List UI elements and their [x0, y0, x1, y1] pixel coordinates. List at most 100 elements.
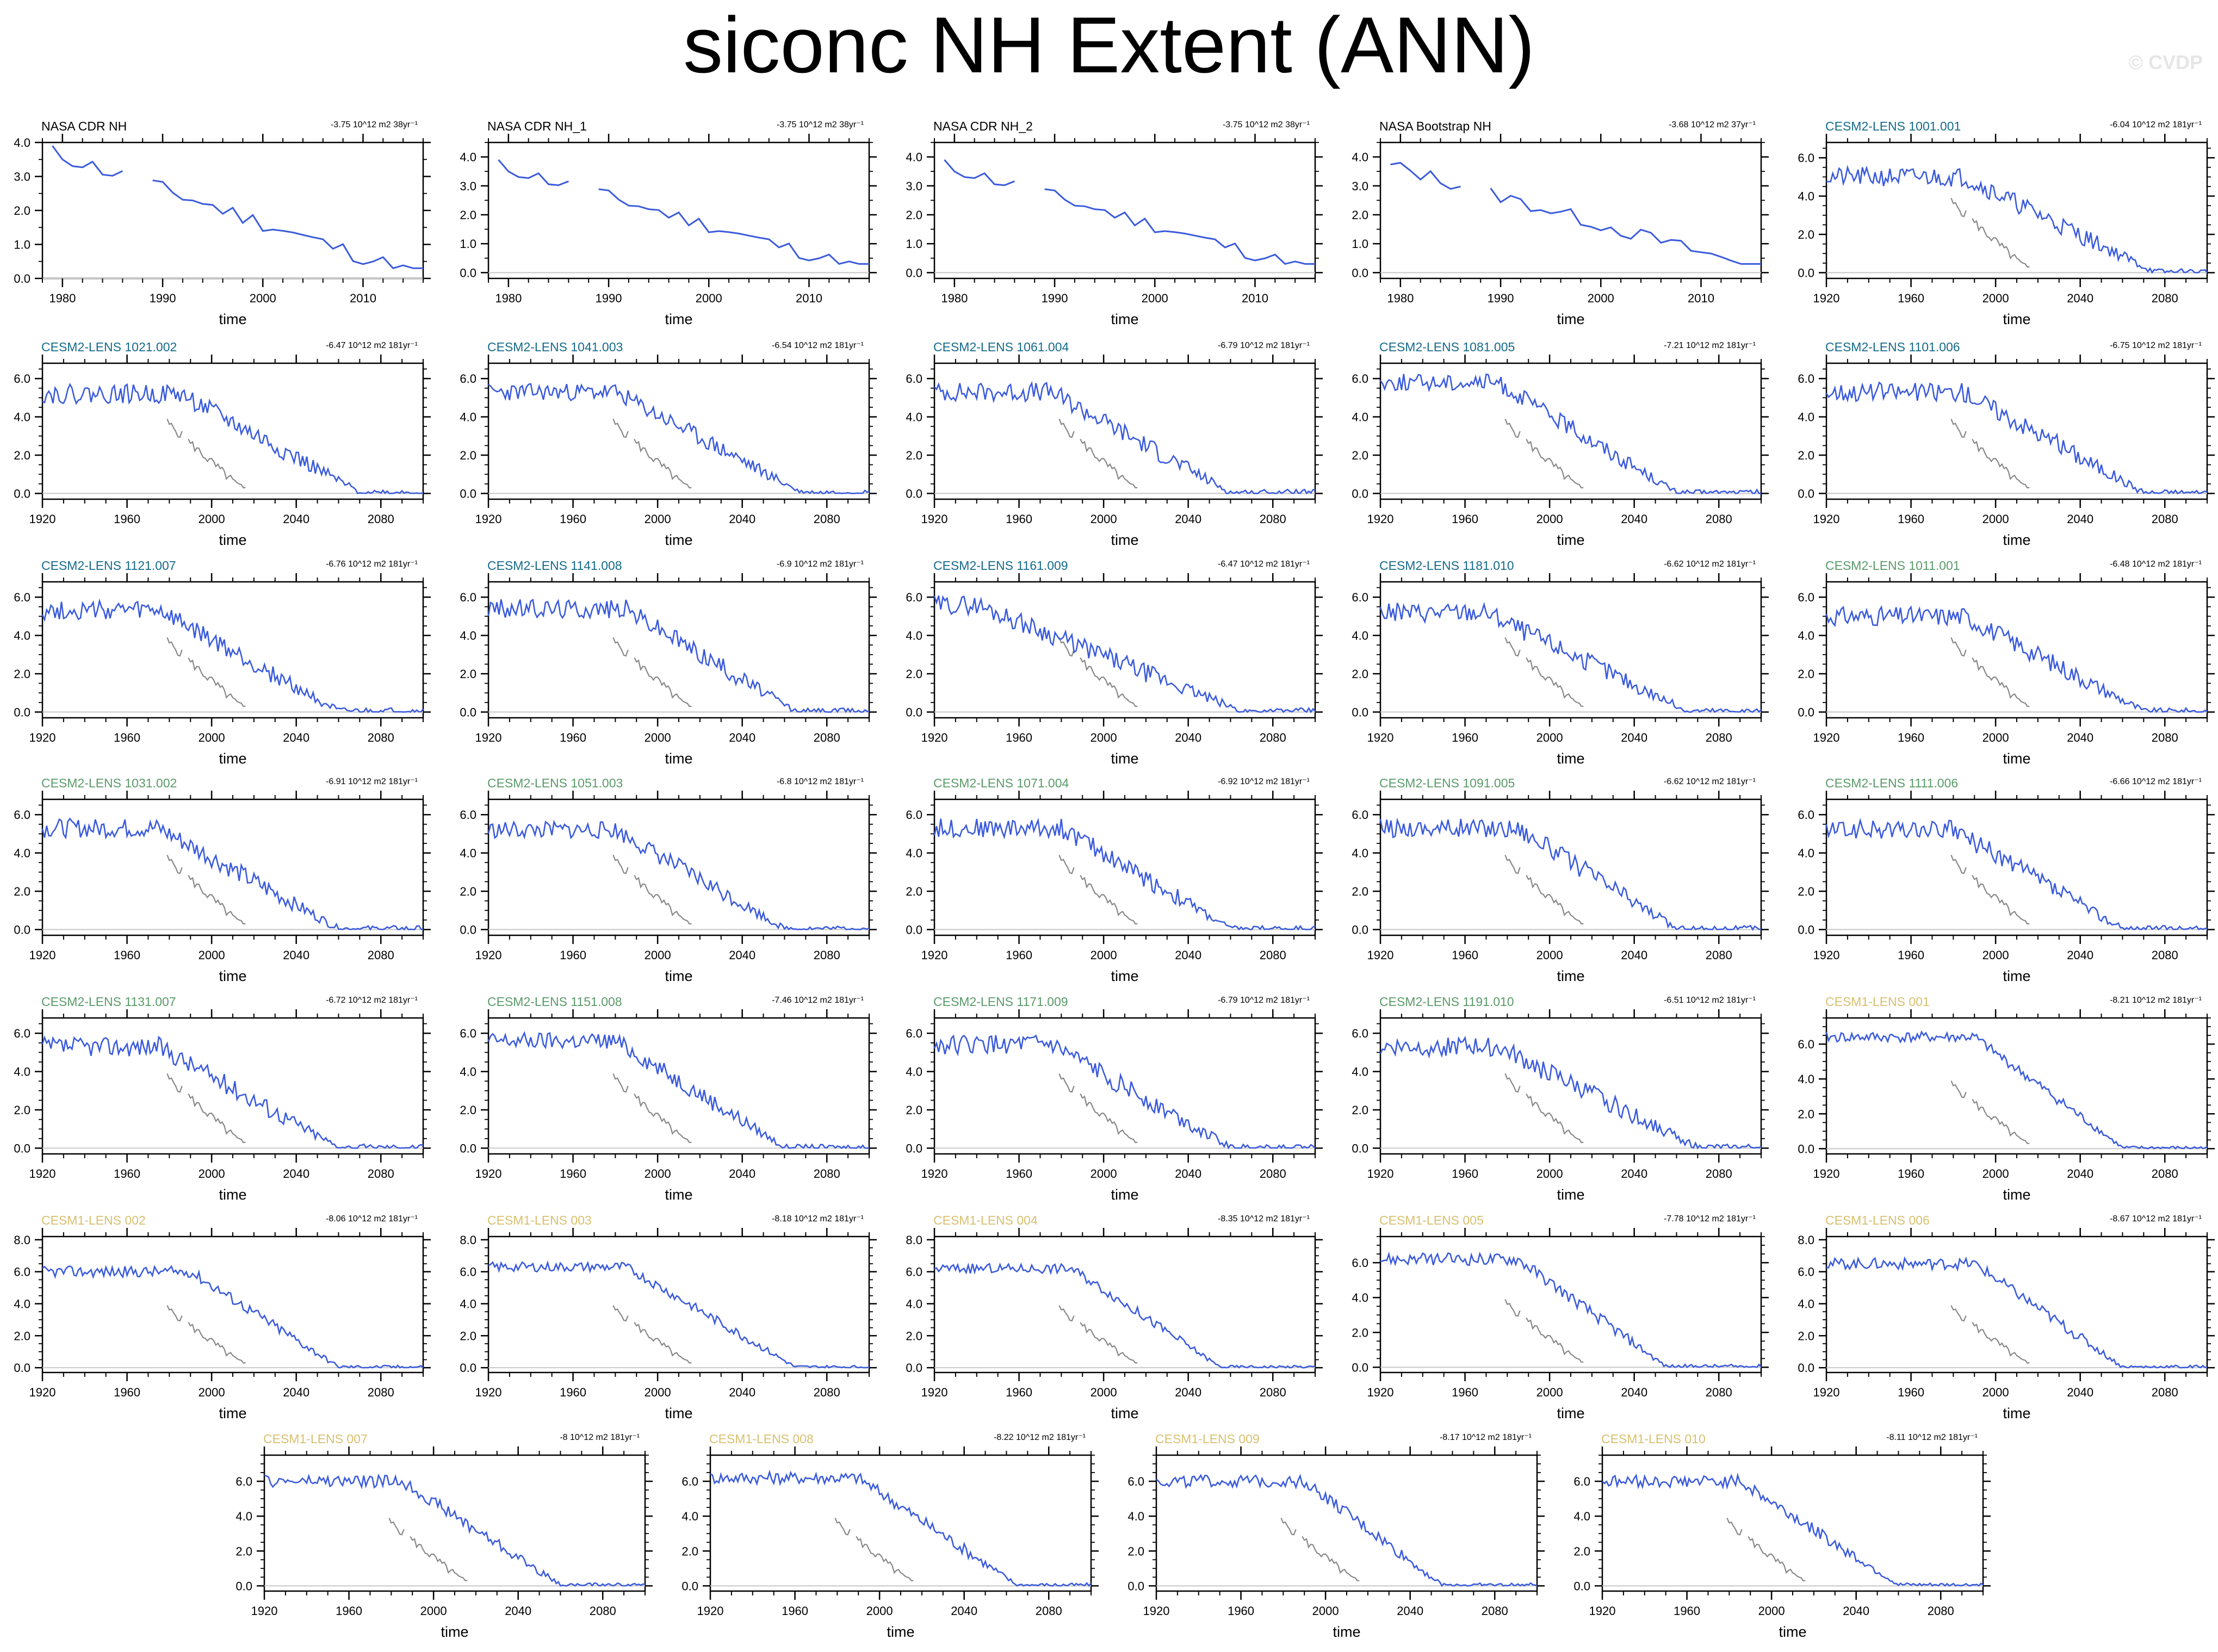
chart-panel: 1920 1960 2000 2040 2080 0.0 2.0 4.0 6.0 CESM2-LE…: [460, 776, 877, 984]
y-tick-label: 0.0: [14, 1141, 30, 1155]
y-tick-label: 6.0: [1352, 1027, 1368, 1040]
x-tick-label: 1920: [1367, 512, 1394, 526]
panel-title: CESM1-LENS 003: [487, 1213, 592, 1227]
series-line: [1826, 1256, 2207, 1369]
x-tick-label: 2000: [1091, 948, 1117, 962]
y-tick-label: 0.0: [906, 266, 922, 280]
x-tick-label: 2080: [1706, 1167, 1732, 1181]
chart-panel: 1920 1960 2000 2040 2080 0.0 2.0 4.0 6.0 CESM1-LE…: [1573, 1432, 1991, 1640]
x-tick-label: 2040: [2067, 1167, 2093, 1181]
y-tick-label: 6.0: [1352, 1256, 1368, 1270]
x-tick-label: 2040: [1175, 1167, 1201, 1181]
x-tick-label: 2010: [796, 291, 822, 305]
x-tick-label: 1960: [1006, 1167, 1032, 1181]
x-tick-label: 1920: [921, 1386, 948, 1399]
panel-title: NASA Bootstrap NH: [1379, 119, 1491, 133]
y-tick-label: 4.0: [460, 847, 476, 860]
chart-panel: 1920 1960 2000 2040 2080 0.0 2.0 4.0 6.0 CESM2-LE…: [1352, 995, 1769, 1203]
y-tick-label: 3.0: [1352, 179, 1368, 193]
chart-panel: 1980 1990 2000 2010 0.0 1.0 2.0 3.0 4.0 NASA CDR …: [460, 119, 877, 327]
panel-trend-label: -6.79 10^12 m2 181yr⁻¹: [1218, 341, 1310, 350]
y-tick-label: 6.0: [14, 1265, 30, 1279]
chart-panel: 1980 1990 2000 2010 0.0 1.0 2.0 3.0 4.0 NASA Boot…: [1352, 119, 1769, 327]
x-tick-label: 2040: [1175, 948, 1201, 962]
x-axis-label: time: [2003, 1187, 2030, 1203]
y-tick-label: 6.0: [681, 1475, 698, 1488]
panel-title: CESM2-LENS 1161.009: [933, 558, 1068, 573]
x-tick-label: 2000: [1537, 512, 1563, 526]
series-line: [933, 1034, 1316, 1150]
y-tick-label: 0.0: [1798, 1361, 1814, 1375]
x-tick-label: 2080: [814, 731, 840, 744]
y-tick-label: 2.0: [1573, 1544, 1590, 1558]
x-axis-label: time: [2003, 968, 2030, 984]
obs-overlay-line: [166, 854, 246, 924]
chart-panel: 1920 1960 2000 2040 2080 0.0 2.0 4.0 6.0 CESM2-LE…: [14, 558, 431, 767]
y-tick-label: 6.0: [1352, 808, 1368, 822]
x-axis-label: time: [219, 311, 246, 327]
y-tick-label: 0.0: [906, 705, 922, 719]
y-tick-label: 2.0: [681, 1544, 698, 1558]
obs-overlay-line: [1058, 637, 1138, 707]
y-tick-label: 0.0: [906, 1141, 922, 1155]
panel-title: CESM1-LENS 010: [1601, 1432, 1706, 1446]
panel-title: CESM2-LENS 1081.005: [1379, 340, 1515, 354]
x-tick-label: 1960: [1228, 1604, 1254, 1618]
y-tick-label: 2.0: [906, 449, 922, 462]
obs-overlay-line: [1726, 1518, 1806, 1581]
y-tick-label: 2.0: [1352, 1326, 1368, 1339]
x-axis-label: time: [1557, 311, 1584, 327]
panel-title: CESM1-LENS 006: [1825, 1213, 1930, 1227]
x-tick-label: 1990: [150, 291, 176, 305]
panel-title: CESM2-LENS 1061.004: [933, 340, 1069, 354]
panel-title: CESM2-LENS 1121.007: [41, 558, 176, 573]
x-tick-label: 2000: [1142, 291, 1168, 305]
plot-frame: [1601, 1454, 1984, 1592]
y-tick-label: 6.0: [460, 1027, 476, 1040]
x-tick-label: 1960: [1898, 1386, 1924, 1399]
y-tick-label: 4.0: [1127, 1510, 1144, 1523]
y-tick-label: 6.0: [14, 808, 30, 822]
x-tick-label: 2040: [1621, 731, 1647, 744]
panel-trend-label: -7.21 10^12 m2 181yr⁻¹: [1664, 341, 1756, 350]
x-axis-label: time: [2003, 311, 2030, 327]
x-tick-label: 1920: [475, 1167, 502, 1181]
x-tick-label: 2080: [1706, 1386, 1732, 1399]
obs-overlay-line: [1950, 418, 2030, 488]
obs-overlay-line: [612, 637, 692, 707]
plot-frame: [263, 1454, 646, 1592]
plot-frame: [1825, 1235, 2208, 1374]
obs-overlay-line: [388, 1518, 468, 1581]
y-tick-label: 2.0: [1352, 667, 1368, 681]
x-tick-label: 1920: [1813, 1386, 1840, 1399]
obs-overlay-line: [1950, 1305, 2030, 1364]
panel-trend-label: -6.54 10^12 m2 181yr⁻¹: [772, 341, 864, 350]
y-tick-label: 2.0: [1798, 667, 1814, 681]
x-tick-label: 2000: [199, 948, 225, 962]
x-tick-label: 2010: [1242, 291, 1268, 305]
y-tick-label: 4.0: [1352, 1291, 1368, 1305]
y-tick-label: 0.0: [1798, 266, 1814, 280]
panel-trend-label: -6.47 10^12 m2 181yr⁻¹: [326, 341, 418, 350]
x-tick-label: 1990: [1042, 291, 1068, 305]
y-tick-label: 1.0: [460, 237, 476, 251]
y-tick-label: 2.0: [1798, 228, 1814, 241]
panel-trend-label: -8.06 10^12 m2 181yr⁻¹: [326, 1214, 418, 1224]
chart-panel: 1980 1990 2000 2010 0.0 1.0 2.0 3.0 4.0 NASA CDR …: [14, 119, 431, 327]
obs-overlay-line: [1504, 854, 1584, 924]
x-tick-label: 1960: [560, 948, 586, 962]
y-tick-label: 6.0: [1798, 591, 1814, 604]
y-tick-label: 8.0: [14, 1233, 30, 1247]
panel-trend-label: -8.17 10^12 m2 181yr⁻¹: [1440, 1433, 1532, 1442]
x-axis-label: time: [665, 311, 692, 327]
panel-trend-label: -8.67 10^12 m2 181yr⁻¹: [2110, 1214, 2202, 1224]
panel-trend-label: -8.21 10^12 m2 181yr⁻¹: [2110, 996, 2202, 1005]
y-tick-label: 0.0: [1127, 1579, 1144, 1593]
y-tick-label: 0.0: [14, 923, 30, 936]
y-tick-label: 2.0: [14, 885, 30, 898]
series-line: [1602, 1473, 1984, 1587]
y-tick-label: 4.0: [1352, 847, 1368, 860]
y-tick-label: 0.0: [906, 487, 922, 500]
y-tick-label: 0.0: [236, 1579, 252, 1593]
panel-trend-label: -6.51 10^12 m2 181yr⁻¹: [1664, 996, 1756, 1005]
